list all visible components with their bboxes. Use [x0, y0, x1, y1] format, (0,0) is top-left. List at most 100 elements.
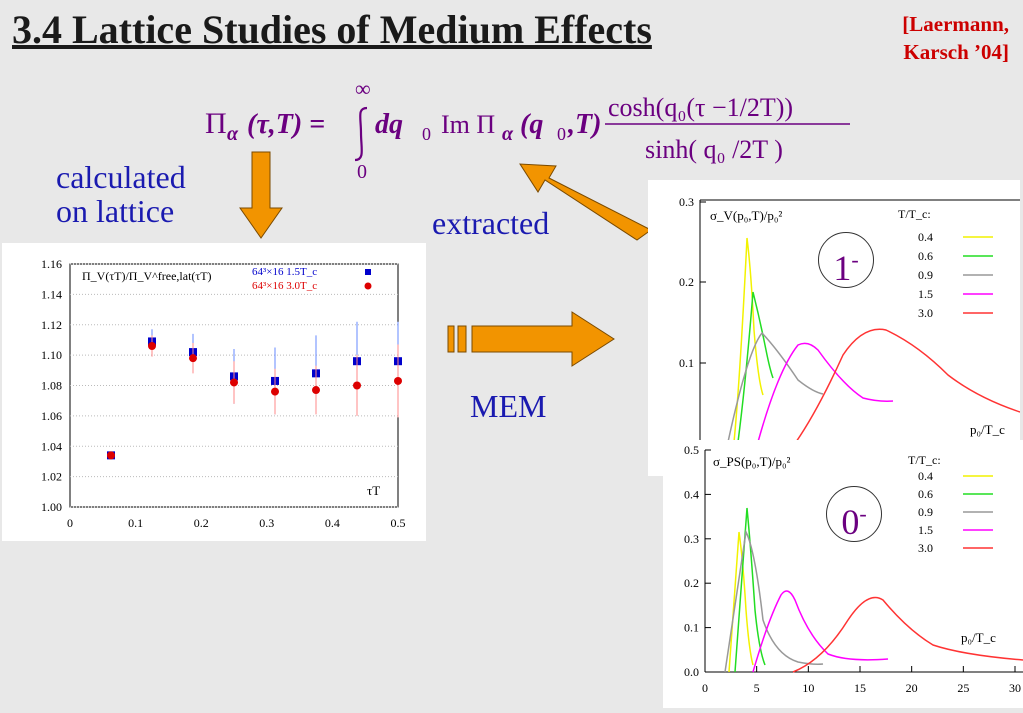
ps-ytick-label: 0.3 [684, 532, 699, 546]
lattice-ytick-label: 1.10 [41, 348, 62, 362]
slide-title: 3.4 Lattice Studies of Medium Effects [12, 7, 652, 52]
integral-upper: ∞ [355, 78, 371, 101]
ps-ytick-label: 0.5 [684, 443, 699, 457]
lattice-xtick-label: 0.3 [259, 516, 274, 530]
ps-ytick-label: 0.0 [684, 665, 699, 679]
data-point-3.0Tc [353, 381, 361, 390]
mem-arrow-dash-2 [457, 325, 467, 353]
ps-xtick-label: 20 [906, 681, 918, 695]
lattice-xtick-label: 0.5 [391, 516, 406, 530]
v-ytick-label: 0.2 [679, 275, 694, 289]
ps-xtick-label: 15 [854, 681, 866, 695]
lattice-ytick-label: 1.08 [41, 379, 62, 393]
ps-legend-label: 3.0 [918, 541, 933, 555]
mem-arrow [471, 311, 615, 367]
vector-channel-number: 1 [833, 248, 852, 288]
mem-label: MEM [470, 388, 547, 424]
ps-legend-label: 0.9 [918, 505, 933, 519]
calculated-line-1: calculated [56, 159, 186, 195]
ps-curve-0.9 [724, 529, 824, 673]
lattice-xtick-label: 0.1 [128, 516, 143, 530]
spectral-formula: Π α (τ,T) = ∞ 0 dq 0 Im Π α (q 0 ,T) cos… [205, 78, 850, 178]
ps-xtick-label: 25 [957, 681, 969, 695]
v-legend-label: 3.0 [918, 306, 933, 320]
lattice-xtick-label: 0.4 [325, 516, 340, 530]
formula-lhs: Π [205, 107, 227, 140]
v-ylabel: σ_V(p₀,T)/p₀² [710, 208, 782, 223]
lattice-ytick-label: 1.14 [41, 287, 62, 301]
ps-xtick-label: 0 [702, 681, 708, 695]
v-curve-3.0 [795, 328, 1021, 443]
lattice-xtick-label: 0 [67, 516, 73, 530]
lattice-xlabel: τT [367, 483, 380, 498]
lattice-grid [70, 263, 398, 508]
v-curve-0.4 [733, 237, 764, 443]
legend-series-2: 64³×16 3.0T_c [252, 280, 317, 292]
data-point-3.0Tc [394, 376, 402, 385]
ps-ticks: 0.0 0.1 0.2 0.3 0.4 0.5 0 5 10 15 20 25 30 [684, 443, 1021, 695]
lattice-points [107, 321, 402, 460]
lattice-ytick-label: 1.16 [41, 257, 62, 271]
ps-curve-3.0 [792, 596, 1023, 673]
lattice-ylabel: Π_V(τT)/Π_V^free,lat(τT) [82, 269, 212, 283]
v-ytick-label: 0.1 [679, 356, 694, 370]
ps-curve-0.6 [734, 507, 766, 673]
ps-curve-1.5 [752, 590, 889, 673]
formula-denominator: sinh( q₀ /2T ) [645, 135, 783, 164]
lattice-plot: 1.00 1.02 1.04 1.06 1.08 1.10 1.12 1.14 1.16 0 0.1… [2, 243, 426, 541]
ps-xlabel: p₀/T_c [961, 630, 996, 645]
ps-xtick-label: 30 [1009, 681, 1021, 695]
ps-ytick-label: 0.4 [684, 487, 699, 501]
data-point-3.0Tc [271, 387, 279, 396]
ps-legend-label: 1.5 [918, 523, 933, 537]
vector-spectral-plot: 0.1 0.2 0.3 σ_V(p₀,T)/p₀² T/T_c: 0.4 0.6 0.9… [648, 180, 1021, 476]
legend-marker-1 [365, 269, 371, 275]
v-curve-1.5 [757, 342, 894, 443]
v-legend-label: 0.4 [918, 230, 933, 244]
v-legend-label: 1.5 [918, 287, 933, 301]
data-point-3.0Tc [148, 342, 156, 351]
data-point-3.0Tc [312, 386, 320, 395]
lattice-ytick-label: 1.04 [41, 439, 62, 453]
citation: [Laermann, Karsch ’04] [902, 10, 1009, 66]
citation-line-1: [Laermann, [902, 12, 1009, 36]
ps-ytick-label: 0.1 [684, 621, 699, 635]
formula-dq-sub: 0 [422, 124, 431, 144]
pseudoscalar-channel-sup: - [859, 501, 867, 526]
lattice-ticks: 1.00 1.02 1.04 1.06 1.08 1.10 1.12 1.14 1.16 0 0.1… [41, 257, 406, 530]
integral-lower: 0 [357, 161, 367, 178]
pseudoscalar-spectral-plot: 0.0 0.1 0.2 0.3 0.4 0.5 0 5 10 15 20 25 30 σ_PS(p₀,T… [663, 440, 1023, 708]
mem-arrow-dash-1 [447, 325, 455, 353]
calculated-label: calculated on lattice [56, 160, 186, 228]
lattice-ytick-label: 1.12 [41, 318, 62, 332]
v-curve-0.9 [727, 331, 824, 443]
data-point-3.0Tc [189, 354, 197, 363]
vector-spectral-svg: 0.1 0.2 0.3 σ_V(p₀,T)/p₀² T/T_c: 0.4 0.6 0.9… [679, 195, 1021, 443]
vector-channel-sup: - [851, 247, 859, 272]
ps-legend-title: T/T_c: [908, 453, 941, 467]
citation-line-2: Karsch ’04] [903, 40, 1009, 64]
formula-lhs-args: (τ,T) = [247, 109, 325, 140]
extracted-label: extracted [432, 205, 550, 241]
formula-im-args: (q [520, 109, 543, 140]
down-arrow [239, 151, 283, 239]
formula-q0-sub: 0 [557, 124, 566, 144]
v-curve-0.6 [737, 291, 774, 443]
extracted-arrow [519, 163, 652, 241]
ps-legend-label: 0.6 [918, 487, 933, 501]
lattice-ytick-label: 1.00 [41, 500, 62, 514]
v-xlabel: p₀/T_c [970, 422, 1005, 437]
vector-channel-badge: 1- [818, 232, 874, 288]
v-legend: 0.4 0.6 0.9 1.5 3.0 [918, 230, 993, 320]
formula-dq: dq [375, 109, 403, 140]
v-legend-title: T/T_c: [898, 207, 931, 221]
formula-im-sub: α [502, 123, 514, 145]
calculated-line-2: on lattice [56, 193, 175, 229]
legend-series-1: 64³×16 1.5T_c [252, 266, 317, 278]
ps-curve-0.4 [728, 531, 754, 673]
formula-im: Im Π [441, 110, 495, 139]
lattice-ytick-label: 1.06 [41, 409, 62, 423]
ps-xtick-label: 10 [802, 681, 814, 695]
integral-sign [354, 106, 368, 162]
